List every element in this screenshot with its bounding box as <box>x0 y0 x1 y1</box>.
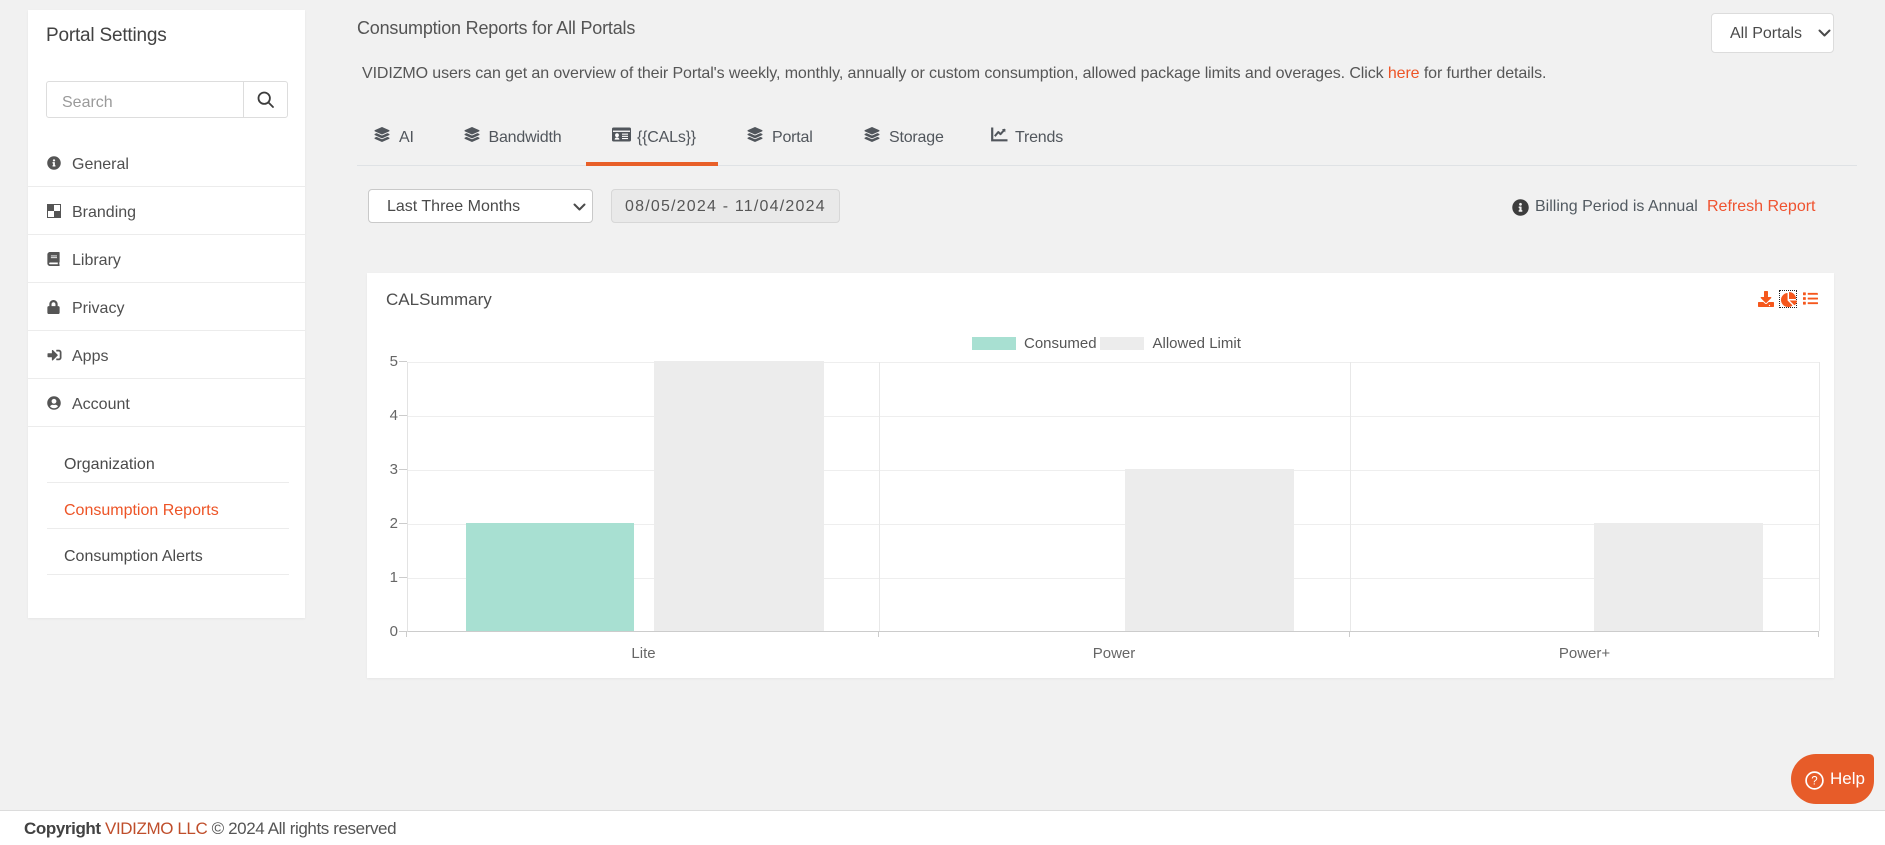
svg-text:?: ? <box>1811 776 1817 788</box>
